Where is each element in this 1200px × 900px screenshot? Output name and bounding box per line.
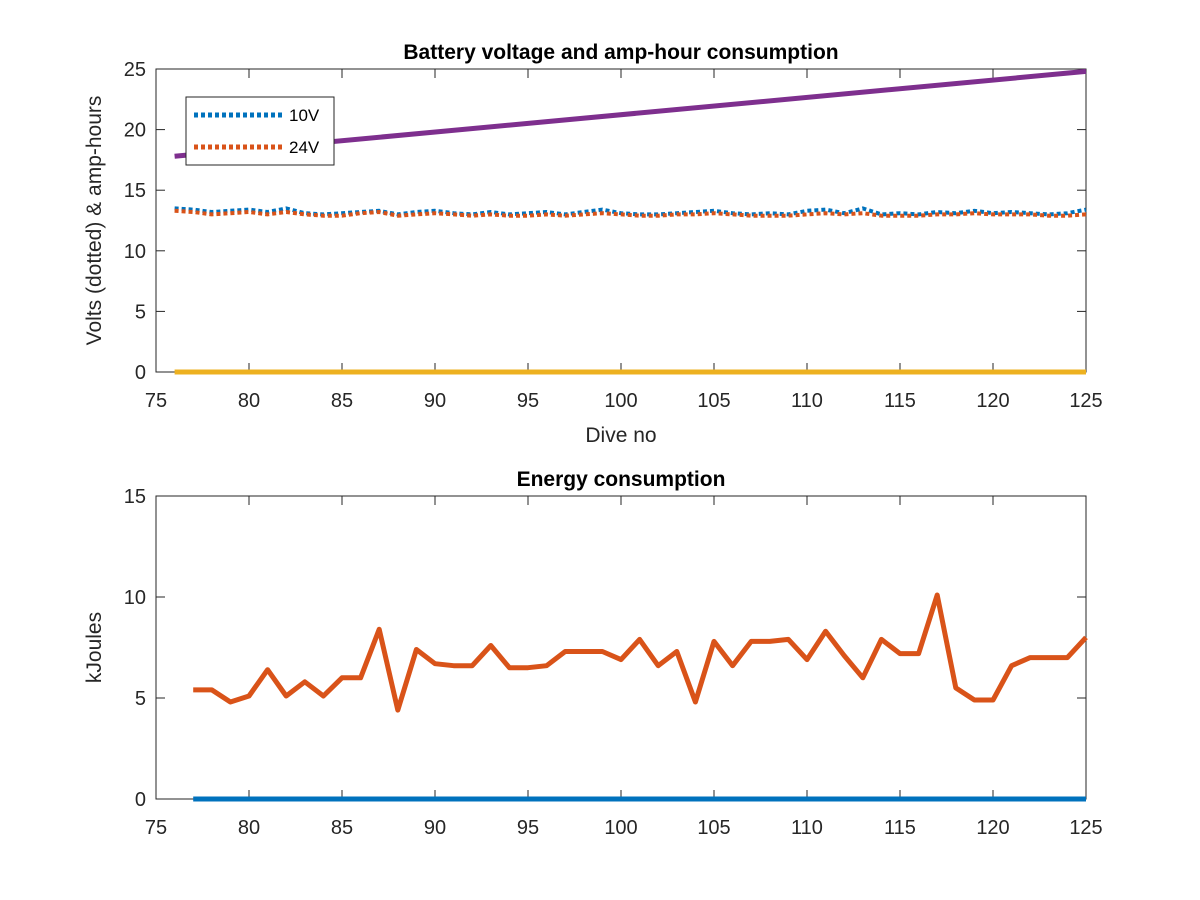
x-tick-label: 90 — [424, 817, 446, 839]
y-tick-label: 0 — [135, 789, 146, 811]
x-tick-label: 110 — [791, 390, 823, 412]
y-axis-label: Volts (dotted) & amp-hours — [83, 96, 106, 346]
series-line-10v — [174, 206, 1087, 217]
legend-box — [185, 96, 335, 166]
y-tick-label: 15 — [124, 486, 146, 508]
x-tick-label: 85 — [331, 390, 353, 412]
x-tick-label: 120 — [976, 390, 1009, 412]
y-tick-label: 15 — [124, 180, 146, 202]
x-tick-label: 75 — [145, 817, 167, 839]
chart-1: Battery voltage and amp-hour consumption… — [83, 41, 1103, 447]
x-tick-label: 105 — [697, 390, 730, 412]
x-tick-label: 125 — [1069, 390, 1102, 412]
y-tick-label: 10 — [124, 241, 146, 263]
x-tick-label: 110 — [791, 817, 823, 839]
x-tick-label: 100 — [604, 817, 637, 839]
y-tick-label: 5 — [135, 688, 146, 710]
y-tick-label: 10 — [124, 587, 146, 609]
x-tick-label: 95 — [517, 817, 539, 839]
y-tick-label: 20 — [124, 120, 146, 142]
legend-label: 10V — [289, 106, 320, 125]
y-tick-label: 25 — [124, 59, 146, 81]
y-tick-label: 0 — [135, 362, 146, 384]
x-tick-label: 115 — [884, 817, 916, 839]
legend-label: 24V — [289, 138, 320, 157]
chart-title: Battery voltage and amp-hour consumption — [403, 41, 838, 64]
x-tick-label: 80 — [238, 390, 260, 412]
chart-title: Energy consumption — [517, 468, 726, 491]
x-tick-label: 85 — [331, 817, 353, 839]
x-tick-label: 90 — [424, 390, 446, 412]
legend: 10V 24V — [185, 96, 335, 166]
y-tick-label: 5 — [135, 301, 146, 323]
y-axis-label: kJoules — [83, 612, 106, 683]
x-tick-label: 75 — [145, 390, 167, 412]
x-tick-label: 80 — [238, 817, 260, 839]
x-axis-label: Dive no — [585, 424, 656, 447]
x-tick-label: 115 — [884, 390, 916, 412]
series-line-1 — [193, 592, 1088, 713]
x-tick-label: 125 — [1069, 817, 1102, 839]
x-tick-label: 95 — [517, 390, 539, 412]
x-tick-label: 120 — [976, 817, 1009, 839]
series-line-24v — [174, 208, 1087, 218]
x-tick-label: 100 — [604, 390, 637, 412]
x-tick-label: 105 — [697, 817, 730, 839]
